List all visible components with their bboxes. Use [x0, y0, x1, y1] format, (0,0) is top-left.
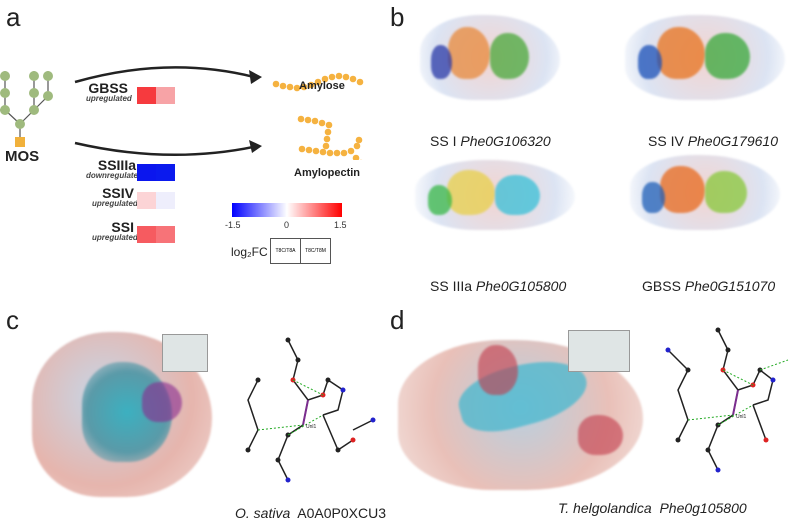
heatmap-cell — [156, 226, 175, 243]
oryza-ligand-interaction-diagram: Unl1 — [245, 337, 376, 483]
oryza-protein-structure — [32, 322, 212, 502]
species: O. sativa — [235, 505, 291, 518]
amylopectin-label: Amylopectin — [294, 167, 361, 179]
colorbar-tick: 0 — [284, 220, 290, 230]
log2fc-label: log₂FC — [231, 245, 268, 259]
colorbar — [232, 203, 342, 217]
heatmap-cell — [137, 164, 156, 181]
structure-caption: GBSS Phe0G151070 — [642, 278, 775, 294]
regulation-label: upregulated — [92, 199, 138, 208]
helgolandica-ligand-interaction-diagram: Unl1 — [665, 327, 789, 473]
heatmap-cell — [137, 226, 156, 243]
panel-label-c: c — [6, 305, 19, 335]
gene-name: GBSS — [88, 80, 128, 96]
protein-name: SS IIIa — [430, 278, 473, 294]
amylose-label: Amylose — [299, 80, 345, 92]
legend-column: T8C/T8M — [305, 248, 326, 254]
gene-row-label: SSIV upregulated — [92, 185, 138, 208]
gene-name: SSIIIa — [97, 157, 136, 173]
helgolandica-protein-structure — [398, 325, 643, 495]
structure-caption: SS IIIa Phe0G105800 — [430, 278, 566, 294]
gene-id: Phe0G151070 — [684, 278, 776, 294]
gene-name: SSIV — [102, 185, 134, 201]
heatmap-cell — [137, 87, 156, 104]
protein-name: GBSS — [642, 278, 681, 294]
protein-structure — [415, 155, 575, 235]
protein-name: SS IV — [648, 133, 684, 149]
protein-structure — [630, 150, 780, 235]
panel-label-a: a — [6, 2, 21, 32]
heatmap-cell — [156, 164, 175, 181]
protein-structure — [420, 10, 560, 105]
accession: A0A0P0XCU3 — [297, 505, 386, 518]
mos-label: MOS — [5, 148, 40, 165]
legend-column: T8C/T8A — [271, 239, 301, 263]
panel-label-d: d — [390, 305, 405, 335]
mos-tree-and-arrows — [0, 66, 364, 160]
colorbar-tick: 1.5 — [334, 220, 347, 230]
gene-id: Phe0G105800 — [475, 278, 567, 294]
gene-id: Phe0G179610 — [687, 133, 778, 149]
heatmap-cell — [156, 192, 175, 209]
regulation-label: downregulated — [86, 171, 143, 180]
protein-name: SS I — [430, 133, 457, 149]
gene-id: Phe0G106320 — [460, 133, 551, 149]
structure-caption: SS I Phe0G106320 — [430, 133, 551, 149]
gene-row-label: SSI upregulated — [92, 219, 138, 242]
species: T. helgolandica — [558, 500, 652, 516]
gene-name: SSI — [111, 219, 134, 235]
ligand-label: Unl1 — [306, 424, 317, 430]
protein-structure — [625, 10, 785, 105]
accession: Phe0g105800 — [659, 500, 747, 516]
legend-columns: T8C/T8A T8C/T8M — [270, 238, 331, 264]
gene-row-label: GBSS upregulated — [86, 80, 132, 103]
heatmap-cell — [137, 192, 156, 209]
ligand-label: Unl1 — [736, 414, 747, 420]
panel-c-caption: O. sativa A0A0P0XCU3 — [235, 505, 386, 518]
heatmap-cell — [156, 87, 175, 104]
regulation-label: upregulated — [86, 94, 132, 103]
gene-row-label: SSIIIa downregulated — [86, 157, 143, 180]
regulation-label: upregulated — [92, 233, 138, 242]
panel-d-caption: T. helgolandica Phe0g105800 — [558, 500, 747, 516]
structure-caption: SS IV Phe0G179610 — [648, 133, 778, 149]
colorbar-tick: -1.5 — [225, 220, 241, 230]
panel-label-b: b — [390, 2, 405, 32]
